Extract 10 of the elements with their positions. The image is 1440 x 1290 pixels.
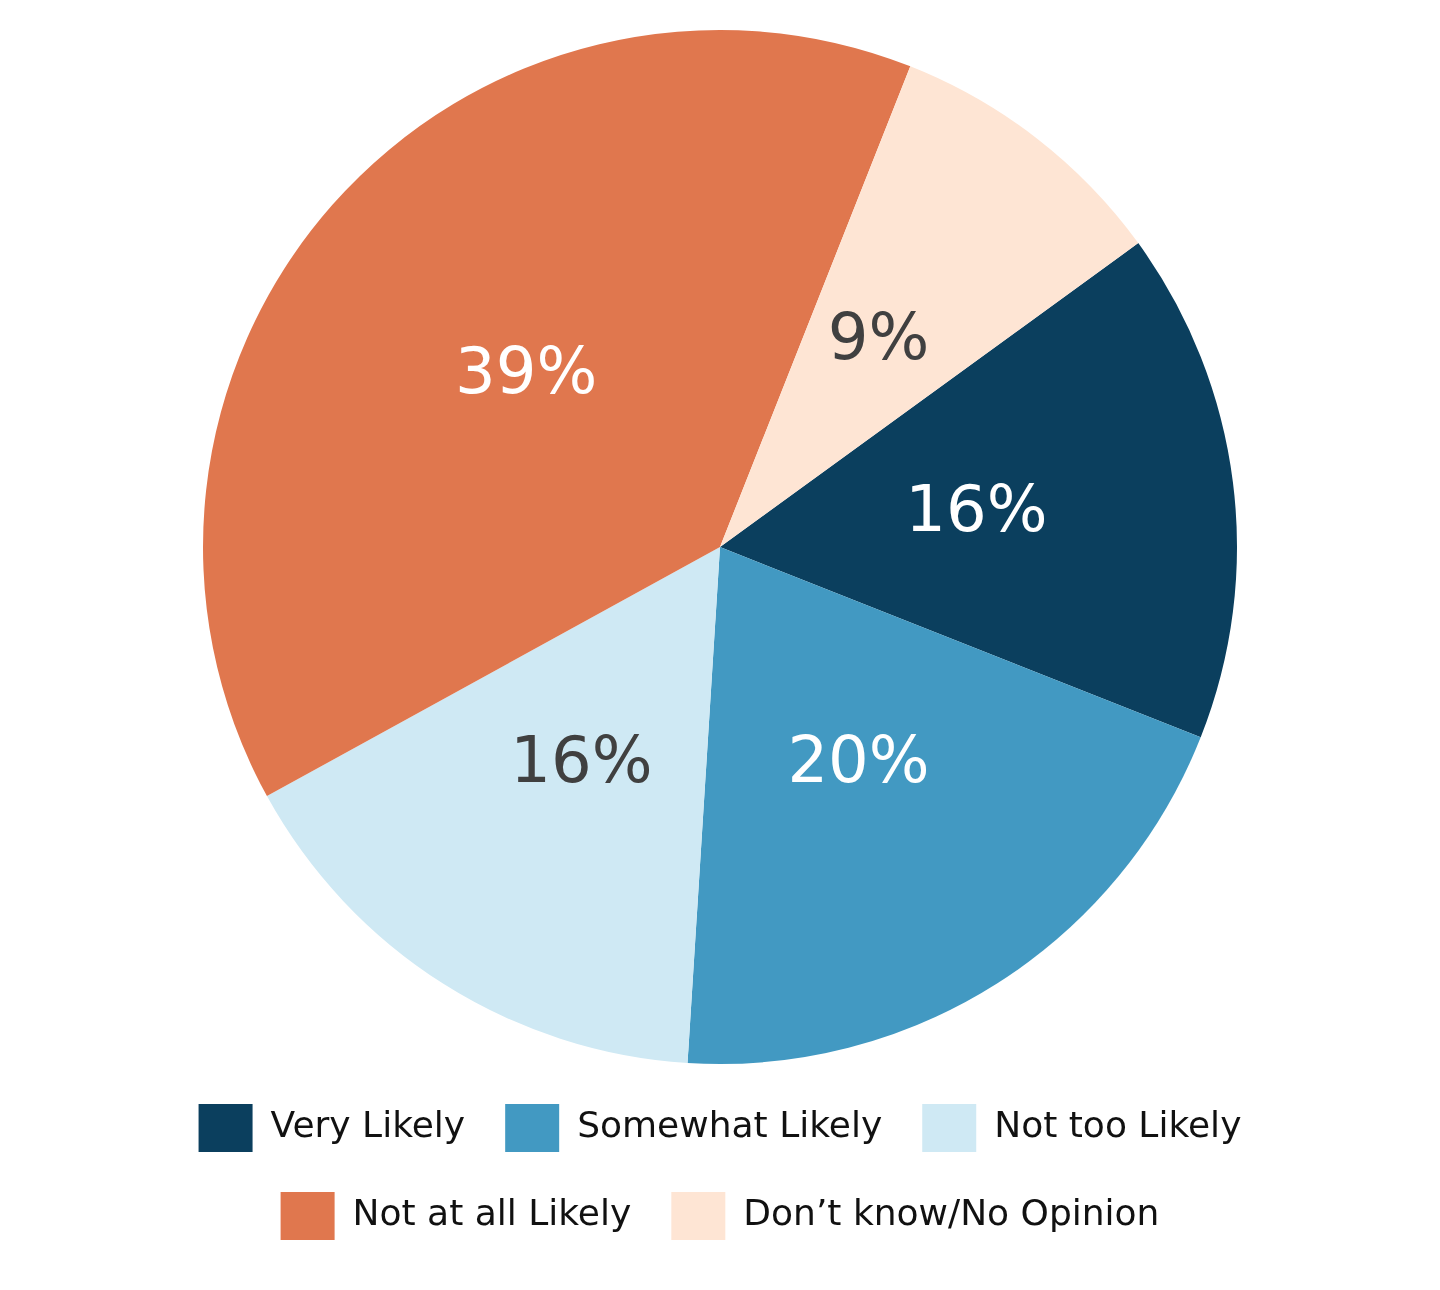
legend-label: Somewhat Likely bbox=[577, 1104, 883, 1146]
data-label: 16% bbox=[905, 472, 1048, 547]
data-label: 16% bbox=[510, 722, 653, 797]
legend-label: Not at all Likely bbox=[352, 1192, 632, 1234]
data-label: 39% bbox=[454, 333, 598, 408]
legend-label: Very Likely bbox=[270, 1104, 466, 1146]
data-label: 9% bbox=[827, 300, 930, 375]
data-label: 20% bbox=[787, 722, 930, 797]
legend-label: Not too Likely bbox=[994, 1104, 1242, 1146]
legend-label: Don’t know/No Opinion bbox=[743, 1192, 1160, 1234]
